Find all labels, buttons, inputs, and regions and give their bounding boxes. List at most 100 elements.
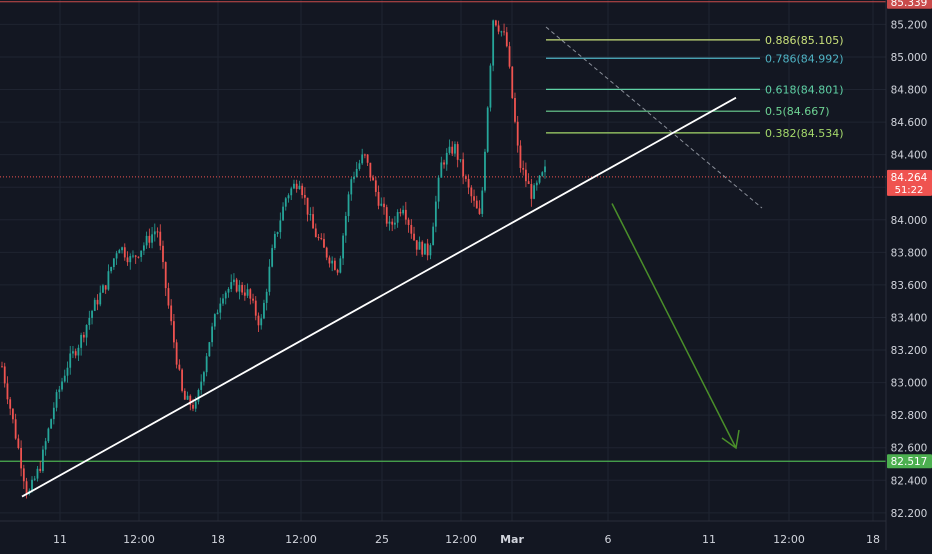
candle-body [374,180,377,192]
candle-body [437,177,440,202]
candle-body [462,159,465,177]
candle-body [20,448,23,469]
candle-body [241,284,244,293]
candle-body [273,234,276,249]
candle-body [380,203,383,206]
candle-body [415,240,418,250]
candle-body [121,247,123,251]
candle-body [31,479,33,491]
y-tick-label: 83.400 [891,312,928,324]
candle-body [55,392,58,408]
candle-body [233,279,235,283]
candle-body [88,317,91,326]
candle-body [516,121,519,146]
candle-body [91,310,93,318]
candle-body [492,20,495,66]
candle-body [42,449,44,471]
grid-layer [0,0,886,521]
candle-body [173,321,175,343]
candle-body [224,292,227,299]
candle-body [494,20,497,26]
candle-body [181,369,183,391]
candle-body [333,260,336,270]
candle-body [404,209,407,220]
candle-body [110,267,113,272]
candle-body [325,247,328,258]
y-tick-label: 85.200 [891,19,928,31]
candle-body [475,200,478,209]
candle-body [126,257,129,263]
candle-body [473,196,475,201]
candle-body [407,219,410,226]
candle-body [93,299,96,311]
candle-body [489,65,492,108]
candle-body [66,367,69,376]
x-tick-label: 18 [866,533,880,546]
candle-body [424,243,426,255]
candle-body [276,232,279,235]
candle-body [426,243,429,256]
candle-body [263,302,265,319]
candle-body [459,159,462,161]
candle-body [369,162,372,178]
price-label-countdown: 51:22 [895,185,924,196]
y-tick-label: 83.200 [891,345,928,357]
price-label-text: 85.339 [891,0,928,9]
candle-body [96,299,99,305]
x-tick-label: Mar [500,533,524,546]
y-tick-label: 84.400 [891,150,928,162]
fib-level-label: 0.886(85.105) [765,34,844,47]
candle-body [129,256,132,263]
candle-body [541,172,544,176]
candle-body [402,209,405,214]
candle-body [112,258,115,268]
candle-body [290,188,293,196]
candle-body [203,372,205,382]
candle-body [522,167,525,170]
candle-body [153,231,156,235]
y-tick-label: 82.600 [891,443,928,455]
candle-body [500,31,503,33]
candle-body [293,183,295,189]
y-tick-label: 83.000 [891,378,928,390]
candle-body [454,144,456,154]
x-tick-label: 18 [211,533,225,546]
candle-body [77,347,80,356]
candle-body [170,305,173,322]
candle-body [544,166,546,173]
candle-body [22,468,25,482]
candle-body [230,282,233,289]
candle-body [410,225,413,234]
candle-body [102,285,104,293]
candle-body [503,31,505,33]
candle-body [336,269,339,273]
candle-body [137,256,140,258]
candle-body [467,178,470,188]
candle-body [50,419,53,429]
candle-body [372,177,374,181]
candle-body [535,182,538,186]
candle-layer [1,19,546,499]
candle-body [271,248,274,267]
candle-body [440,162,443,178]
candle-body [151,234,153,243]
x-tick-label: 12:00 [773,533,805,546]
candle-body [366,154,369,163]
fib-level-label: 0.618(84.801) [765,83,844,96]
candle-body [145,235,148,246]
candle-body [164,262,167,289]
candle-body [72,351,74,354]
candle-body [385,207,388,224]
candle-body [80,334,83,348]
price-label-badge [887,169,932,196]
time-axis-background [0,521,886,550]
y-tick-label: 84.800 [891,85,928,97]
x-tick-label: 25 [375,533,389,546]
candle-body [33,478,36,480]
x-tick-label: 6 [605,533,612,546]
candle-body [361,154,364,164]
candle-body [394,222,396,225]
candle-body [497,25,500,32]
